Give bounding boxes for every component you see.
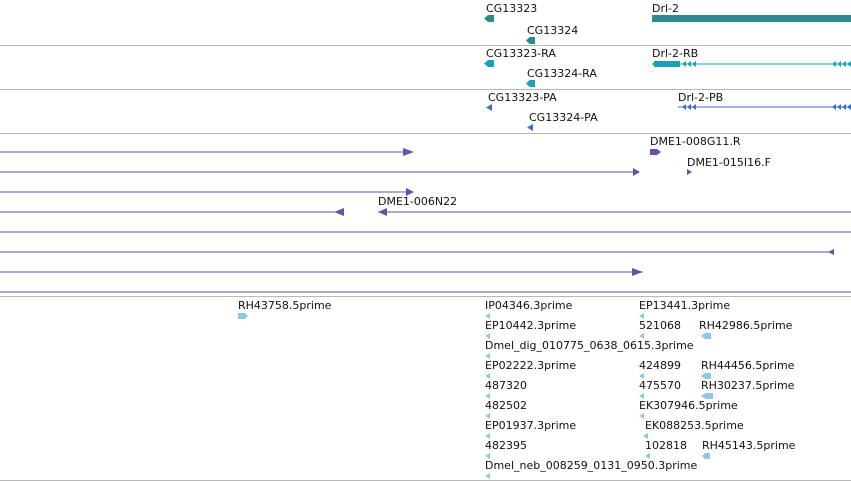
feature-label[interactable]: RH45143.5prime <box>702 439 796 452</box>
feature-label[interactable]: CG13324 <box>527 24 579 37</box>
est-glyph[interactable] <box>485 313 490 319</box>
feature-label[interactable]: DME1-006N22 <box>378 195 458 208</box>
gene-glyph-drl-2[interactable] <box>652 15 851 22</box>
transcript-track: CG13323-RA CG13324-RA Drl-2-RB <box>0 46 851 89</box>
feature-label[interactable]: RH44456.5prime <box>701 359 795 372</box>
clone-alignment[interactable] <box>0 148 414 156</box>
feature-label[interactable]: 424899 <box>639 359 681 372</box>
track-divider <box>0 89 851 90</box>
clone-alignment[interactable] <box>0 188 414 196</box>
feature-label[interactable]: EP01937.3prime <box>485 419 577 432</box>
est-glyph[interactable] <box>485 373 490 379</box>
protein-track: CG13323-PA CG13324-PA Drl-2-PB <box>0 90 851 133</box>
est-glyph[interactable] <box>485 453 490 459</box>
est-glyph[interactable] <box>643 433 648 439</box>
gene-glyph-cg13324[interactable] <box>526 37 535 44</box>
feature-label[interactable]: 102818 <box>645 439 687 452</box>
transcript-glyph-drl-2-rb[interactable] <box>650 58 851 70</box>
clone-alignment[interactable] <box>0 249 834 255</box>
feature-label[interactable]: 482502 <box>485 399 527 412</box>
feature-label[interactable]: CG13324-RA <box>527 67 597 80</box>
feature-label[interactable]: RH30237.5prime <box>701 379 795 392</box>
clone-alignment[interactable] <box>0 208 344 216</box>
feature-label[interactable]: EP02222.3prime <box>485 359 577 372</box>
est-glyph[interactable] <box>639 413 644 419</box>
track-divider <box>0 133 851 134</box>
feature-label[interactable]: 521068 <box>639 319 681 332</box>
feature-label[interactable]: Drl-2-PB <box>678 91 724 104</box>
clone-alignment-dme1-006n22[interactable] <box>378 208 851 216</box>
feature-label[interactable]: EP10442.3prime <box>485 319 577 332</box>
feature-label[interactable]: EP13441.3prime <box>639 299 731 312</box>
est-glyph[interactable] <box>238 313 248 319</box>
est-glyph[interactable] <box>639 393 644 399</box>
est-glyph[interactable] <box>701 373 711 379</box>
feature-label[interactable]: Dmel_neb_008259_0131_0950.3prime <box>485 459 698 472</box>
est-glyph[interactable] <box>701 393 713 399</box>
feature-label[interactable]: EK307946.5prime <box>639 399 738 412</box>
feature-label[interactable]: RH43758.5prime <box>238 299 332 312</box>
clone-glyph-dme1-008g11-r[interactable] <box>650 149 661 155</box>
est-glyph[interactable] <box>639 333 644 339</box>
protein-glyph-drl-2-pb[interactable] <box>676 101 851 113</box>
track-divider <box>0 45 851 46</box>
feature-label[interactable]: CG13323-RA <box>486 47 556 60</box>
clone-alignment[interactable] <box>0 168 640 176</box>
est-glyph[interactable] <box>485 413 490 419</box>
feature-label[interactable]: EK088253.5prime <box>645 419 744 432</box>
feature-label[interactable]: CG13323-PA <box>488 91 557 104</box>
est-glyph[interactable] <box>639 313 644 319</box>
est-glyph[interactable] <box>702 453 710 459</box>
feature-label[interactable]: CG13323 <box>486 2 538 15</box>
est-glyph[interactable] <box>639 373 644 379</box>
est-glyph[interactable] <box>701 333 711 339</box>
transcript-glyph-cg13324-ra[interactable] <box>526 80 535 87</box>
est-glyph[interactable] <box>485 473 490 479</box>
gene-glyph-cg13323[interactable] <box>484 15 494 22</box>
clone-glyph-dme1-015i16-f[interactable] <box>687 169 692 175</box>
est-glyph[interactable] <box>485 353 490 359</box>
est-glyph[interactable] <box>485 433 490 439</box>
est-glyph[interactable] <box>485 393 490 399</box>
clone-track: DME1-008G11.R DME1-015I16.F DME1-006N22 <box>0 134 851 294</box>
feature-label[interactable]: 475570 <box>639 379 681 392</box>
feature-label[interactable]: 482395 <box>485 439 527 452</box>
clone-alignment[interactable] <box>0 268 643 276</box>
feature-label[interactable]: CG13324-PA <box>529 111 598 124</box>
est-track: RH43758.5prime IP04346.3prime EP13441.3p… <box>0 297 851 481</box>
protein-glyph-cg13323-pa[interactable] <box>486 104 492 111</box>
feature-label[interactable]: Drl-2 <box>652 2 680 15</box>
est-glyph[interactable] <box>485 333 490 339</box>
feature-label[interactable]: Drl-2-RB <box>652 47 699 60</box>
feature-label[interactable]: 487320 <box>485 379 527 392</box>
protein-glyph-cg13324-pa[interactable] <box>527 124 533 131</box>
clone-lines <box>0 148 851 293</box>
gene-track: CG13323 CG13324 Drl-2 <box>0 0 851 45</box>
feature-label[interactable]: DME1-015I16.F <box>687 156 771 169</box>
feature-label[interactable]: IP04346.3prime <box>485 299 573 312</box>
track-divider <box>0 296 851 297</box>
feature-label[interactable]: DME1-008G11.R <box>650 135 741 148</box>
feature-label[interactable]: Dmel_dig_010775_0638_0615.3prime <box>485 339 694 352</box>
transcript-glyph-cg13323-ra[interactable] <box>484 60 494 67</box>
est-glyph[interactable] <box>645 453 650 459</box>
feature-label[interactable]: RH42986.5prime <box>699 319 793 332</box>
